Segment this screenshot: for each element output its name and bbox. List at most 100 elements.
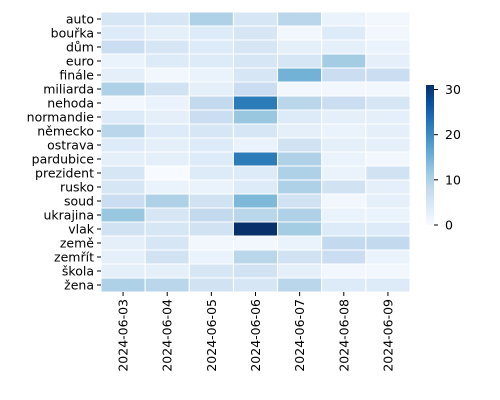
y-tick-label: pardubice	[32, 152, 95, 167]
heatmap-cell	[277, 221, 323, 237]
heatmap-cell	[100, 25, 146, 41]
heatmap-cell	[100, 179, 146, 195]
heatmap-cell	[232, 277, 279, 293]
y-tick-label: nehoda	[47, 96, 94, 111]
heatmap-cell	[321, 39, 367, 55]
heatmap-cell	[188, 67, 234, 83]
heatmap-cell	[188, 123, 234, 139]
heatmap-cell	[321, 137, 367, 153]
heatmap-cell	[188, 11, 234, 27]
x-tick-label: 2024-06-07	[292, 299, 307, 372]
heatmap-cell	[277, 235, 323, 251]
heatmap-cell	[144, 67, 190, 83]
heatmap-cell	[321, 25, 367, 41]
heatmap-cell	[232, 165, 279, 181]
y-tick-label: ukrajina	[44, 208, 95, 223]
heatmap-cell	[188, 277, 234, 293]
heatmap-cell	[188, 95, 234, 111]
heatmap-cell	[277, 53, 323, 69]
heatmap-cell	[277, 207, 323, 223]
heatmap-cell	[321, 123, 367, 139]
y-tick-label: bouřka	[51, 26, 94, 41]
heatmap-cell	[321, 277, 367, 293]
colorbar: 0 10 20 30	[426, 82, 461, 233]
heatmap-cell	[277, 25, 323, 41]
heatmap-cell	[321, 95, 367, 111]
heatmap-cell	[144, 109, 190, 125]
y-tick-label: žena	[64, 278, 94, 293]
heatmap-cell	[277, 165, 323, 181]
heatmap-cell	[321, 263, 367, 279]
heatmap-cell	[144, 95, 190, 111]
heatmap-cell	[100, 151, 146, 167]
heatmap-cell	[277, 151, 323, 167]
heatmap-cell	[365, 193, 411, 209]
y-tick-label: normandie	[27, 110, 95, 125]
heatmap-cell	[365, 151, 411, 167]
heatmap-cell	[321, 81, 367, 97]
heatmap-cell	[365, 165, 411, 181]
heatmap-cell	[232, 207, 279, 223]
heatmap-cell	[365, 207, 411, 223]
heatmap-cell	[277, 179, 323, 195]
y-tick-label: auto	[66, 12, 94, 27]
x-tick-label: 2024-06-06	[248, 299, 263, 372]
y-tick-label: zemřít	[54, 250, 94, 265]
heatmap-cell	[232, 263, 279, 279]
heatmap-cell	[232, 25, 279, 41]
heatmap-cell	[100, 137, 146, 153]
heatmap-cell	[100, 109, 146, 125]
x-tick-label: 2024-06-08	[336, 299, 351, 372]
heatmap-cell	[144, 123, 190, 139]
heatmap-cell	[144, 151, 190, 167]
heatmap-cell	[100, 249, 146, 265]
heatmap-cell	[144, 53, 190, 69]
heatmap-cell	[144, 221, 190, 237]
colorbar-ticks: 0 10 20 30	[434, 82, 461, 233]
colorbar-tick-label: 20	[445, 127, 461, 142]
y-tick-label: ostrava	[47, 138, 94, 153]
heatmap-cell	[277, 193, 323, 209]
heatmap-cell	[188, 39, 234, 55]
y-tick-label: vlak	[68, 222, 95, 237]
heatmap-cell	[277, 249, 323, 265]
heatmap-cell	[100, 11, 146, 27]
colorbar-gradient	[426, 85, 434, 225]
heatmap-cell	[232, 235, 279, 251]
heatmap-cell	[232, 249, 279, 265]
heatmap-cell	[365, 277, 411, 293]
heatmap-cells	[100, 11, 411, 293]
heatmap-cell	[365, 179, 411, 195]
heatmap-cell	[100, 95, 146, 111]
colorbar-tick-label: 10	[445, 172, 461, 187]
heatmap-cell	[232, 11, 279, 27]
heatmap-cell	[277, 67, 323, 83]
heatmap-cell	[365, 25, 411, 41]
heatmap-cell	[144, 39, 190, 55]
heatmap-cell	[365, 67, 411, 83]
heatmap-cell	[232, 95, 279, 111]
heatmap-cell	[144, 25, 190, 41]
heatmap-cell	[365, 81, 411, 97]
heatmap-cell	[144, 263, 190, 279]
heatmap-cell	[277, 81, 323, 97]
heatmap-cell	[277, 137, 323, 153]
heatmap-cell	[277, 263, 323, 279]
heatmap-cell	[277, 123, 323, 139]
heatmap-cell	[100, 39, 146, 55]
heatmap-cell	[100, 165, 146, 181]
y-tick-label: rusko	[60, 180, 94, 195]
heatmap-cell	[100, 263, 146, 279]
y-tick-label: německo	[37, 124, 94, 139]
heatmap-cell	[232, 193, 279, 209]
heatmap-cell	[100, 81, 146, 97]
heatmap-cell	[144, 81, 190, 97]
heatmap-cell	[321, 165, 367, 181]
heatmap-cell	[365, 39, 411, 55]
heatmap-cell	[321, 109, 367, 125]
heatmap-cell	[144, 277, 190, 293]
heatmap-cell	[277, 95, 323, 111]
heatmap-cell	[188, 221, 234, 237]
heatmap-cell	[365, 221, 411, 237]
